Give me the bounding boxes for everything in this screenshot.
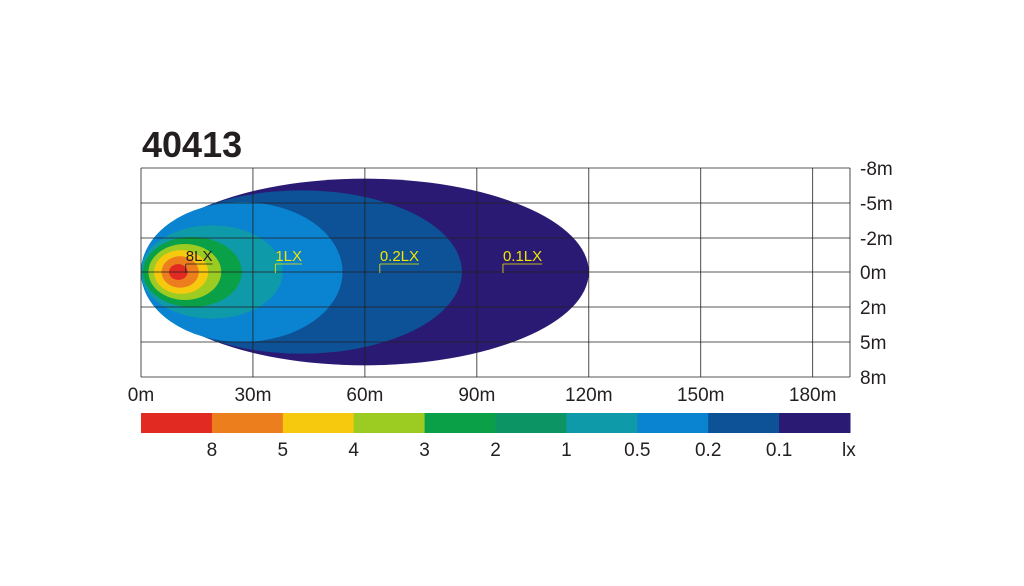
- y-tick-label: 0m: [860, 263, 886, 284]
- lux-label: 1LX: [275, 248, 302, 265]
- color-legend: 8 5 4 3 2 1 0.5 0.2 0.1 lx: [141, 413, 856, 461]
- x-tick-label: 150m: [677, 385, 725, 406]
- legend-swatch: [282, 413, 355, 433]
- y-tick-label: -8m: [860, 159, 893, 180]
- legend-swatch: [211, 413, 284, 433]
- x-tick-label: 180m: [789, 385, 837, 406]
- legend-label: 0.1: [766, 440, 792, 461]
- y-tick-label: 8m: [860, 368, 886, 389]
- legend-swatch: [566, 413, 638, 433]
- grid-lines: [140, 167, 851, 378]
- x-tick-label: 0m: [128, 385, 154, 406]
- legend-label: 3: [419, 440, 430, 461]
- legend-label: 1: [561, 440, 572, 461]
- legend-swatch: [141, 413, 213, 433]
- legend-label: 2: [490, 440, 501, 461]
- legend-swatch: [779, 413, 851, 433]
- lux-label: 0.1LX: [503, 248, 542, 265]
- x-tick-label: 30m: [234, 385, 271, 406]
- x-axis-labels: 0m 30m 60m 90m 120m 150m 180m: [128, 385, 837, 406]
- x-tick-label: 90m: [458, 385, 495, 406]
- legend-swatch: [637, 413, 709, 433]
- y-tick-label: 2m: [860, 298, 886, 319]
- lux-annotations: 8LX 1LX 0.2LX 0.1LX: [185, 248, 543, 273]
- legend-swatch: [708, 413, 780, 433]
- chart-title: 40413: [142, 124, 242, 165]
- legend-label: 0.5: [624, 440, 650, 461]
- legend-swatch: [495, 413, 567, 433]
- legend-label: 0.2: [695, 440, 721, 461]
- legend-label: 4: [348, 440, 359, 461]
- y-tick-label: 5m: [860, 333, 886, 354]
- legend-unit: lx: [842, 440, 856, 461]
- y-tick-label: -2m: [860, 229, 893, 250]
- y-axis-labels: -8m -5m -2m 0m 2m 5m 8m: [860, 159, 893, 389]
- legend-swatch: [353, 413, 426, 433]
- lux-label: 8LX: [186, 248, 213, 265]
- legend-swatch: [424, 413, 496, 433]
- y-tick-label: -5m: [860, 194, 893, 215]
- x-tick-label: 120m: [565, 385, 613, 406]
- lux-label: 0.2LX: [380, 248, 419, 265]
- legend-label: 8: [207, 440, 218, 461]
- legend-label: 5: [278, 440, 289, 461]
- x-tick-label: 60m: [346, 385, 383, 406]
